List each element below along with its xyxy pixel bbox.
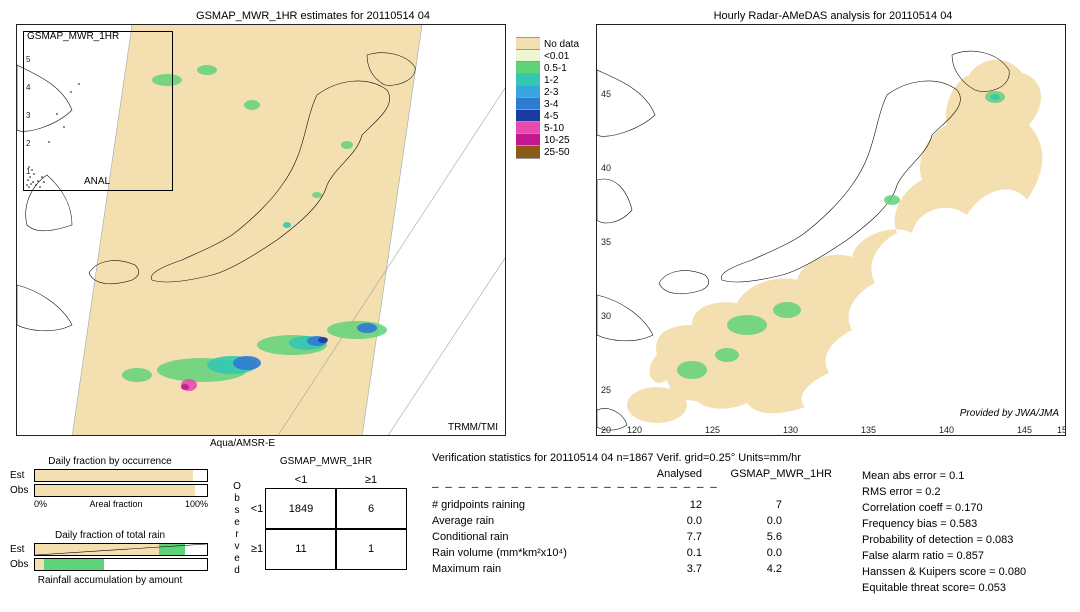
stats-row-gsmap: 7 [702, 499, 782, 511]
legend-swatch-label: 5-10 [544, 123, 564, 134]
svg-text:4: 4 [26, 83, 31, 92]
frac-scale-0: 0% [34, 499, 47, 509]
svg-text:125: 125 [705, 425, 720, 435]
stats-metric: Frequency bias = 0.583 [862, 516, 1026, 532]
frac-accum-title: Rainfall accumulation by amount [10, 575, 210, 586]
stats-metric: Correlation coeff = 0.170 [862, 500, 1026, 516]
svg-text:120: 120 [627, 425, 642, 435]
ct-observed-label: Observed [232, 481, 243, 577]
frac-scale-mid: Areal fraction [89, 499, 142, 509]
legend-swatch-label: 3-4 [544, 99, 558, 110]
frac-occ-est-bar [34, 469, 208, 482]
ct-c00: 1849 [265, 488, 337, 530]
stats-col-analysed: Analysed [612, 468, 702, 480]
stats-row-gsmap: 5.6 [702, 531, 782, 543]
ct-row-ge: ≥1 [251, 543, 263, 555]
stats-header: Verification statistics for 20110514 04 … [432, 452, 842, 464]
svg-text:2: 2 [26, 139, 31, 148]
stats-block: Verification statistics for 20110514 04 … [432, 452, 842, 575]
stats-metric: Mean abs error = 0.1 [862, 468, 1026, 484]
stats-metric: Hanssen & Kuipers score = 0.080 [862, 564, 1026, 580]
sat-label-trmm: TRMM/TMI [448, 422, 498, 433]
page: GSMAP_MWR_1HR estimates for 20110514 04 [0, 0, 1080, 612]
ct-row-lt: <1 [251, 503, 264, 515]
frac-scale-100: 100% [185, 499, 208, 509]
stats-row-label: # gridpoints raining [432, 499, 612, 511]
legend-swatch-label: 2-3 [544, 87, 558, 98]
svg-text:5: 5 [26, 55, 31, 64]
svg-text:145: 145 [1017, 425, 1032, 435]
ct-c01: 6 [335, 488, 407, 530]
fraction-occurrence: Daily fraction by occurrence Est Obs 0% … [10, 456, 210, 509]
ct-col-ge: ≥1 [365, 474, 377, 486]
contingency-table: GSMAP_MWR_1HR <1 ≥1 Observed <1 1849 6 ≥… [226, 456, 426, 569]
ctable-title: GSMAP_MWR_1HR [226, 456, 426, 467]
frac-occ-title: Daily fraction by occurrence [10, 456, 210, 467]
legend-swatch-label: 10-25 [544, 135, 570, 146]
fraction-total: Daily fraction of total rain Est Obs Rai… [10, 530, 210, 588]
stats-row-analysed: 0.1 [612, 547, 702, 559]
svg-text:25: 25 [601, 385, 611, 395]
stats-row-analysed: 3.7 [612, 563, 702, 575]
right-map: 45 40 35 30 25 20 120 125 130 135 140 14… [596, 24, 1066, 436]
frac-est-label: Est [10, 470, 34, 481]
left-map-title: GSMAP_MWR_1HR estimates for 20110514 04 [78, 10, 548, 22]
stats-row-label: Rain volume (mm*km²x10⁴) [432, 547, 612, 559]
stats-metrics: Mean abs error = 0.1RMS error = 0.2Corre… [862, 468, 1026, 596]
svg-text:35: 35 [601, 237, 611, 247]
inset-anal-label: ANAL [84, 176, 110, 187]
frac-tot-est-label: Est [10, 544, 34, 555]
legend-swatch-label: <0.01 [544, 51, 569, 62]
frac-tot-est-bar [34, 543, 208, 556]
legend-swatch-label: 0.5-1 [544, 63, 567, 74]
legend-swatch-label: 25-50 [544, 147, 570, 158]
inset-box: GSMAP_MWR_1HR 5 4 [23, 31, 173, 191]
svg-text:15: 15 [1057, 425, 1066, 435]
ct-c11: 1 [335, 528, 407, 570]
frac-tot-obs-label: Obs [10, 559, 34, 570]
stats-row-label: Maximum rain [432, 563, 612, 575]
stats-col-gsmap: GSMAP_MWR_1HR [702, 468, 832, 480]
frac-tot-obs-bar [34, 558, 208, 571]
svg-text:20: 20 [601, 425, 611, 435]
stats-divider: — — — — — — — — — — — — — — — — — — — — … [432, 480, 842, 493]
provided-by: Provided by JWA/JMA [960, 408, 1059, 419]
left-map: GSMAP_MWR_1HR 5 4 [16, 24, 506, 436]
ct-c10: 11 [265, 528, 337, 570]
legend-swatch-label: 4-5 [544, 111, 558, 122]
stats-row-analysed: 12 [612, 499, 702, 511]
svg-text:30: 30 [601, 311, 611, 321]
stats-metric: False alarm ratio = 0.857 [862, 548, 1026, 564]
legend-swatch-color [516, 145, 540, 159]
frac-tot-title: Daily fraction of total rain [10, 530, 210, 541]
sat-label-aqua: Aqua/AMSR-E [210, 438, 275, 449]
stats-row-analysed: 0.0 [612, 515, 702, 527]
legend-swatch-label: 1-2 [544, 75, 558, 86]
stats-row-gsmap: 0.0 [702, 547, 782, 559]
legend-row: 25-50 [516, 146, 596, 158]
stats-row-label: Average rain [432, 515, 612, 527]
stats-row-label: Conditional rain [432, 531, 612, 543]
svg-text:130: 130 [783, 425, 798, 435]
svg-text:45: 45 [601, 89, 611, 99]
svg-text:3: 3 [26, 111, 31, 120]
svg-text:135: 135 [861, 425, 876, 435]
color-legend: No data<0.010.5-11-22-33-44-55-1010-2525… [516, 38, 596, 158]
stats-row-gsmap: 4.2 [702, 563, 782, 575]
frac-obs-label: Obs [10, 485, 34, 496]
right-map-title: Hourly Radar-AMeDAS analysis for 2011051… [606, 10, 1060, 22]
stats-metric: Probability of detection = 0.083 [862, 532, 1026, 548]
stats-metric: RMS error = 0.2 [862, 484, 1026, 500]
stats-row-gsmap: 0.0 [702, 515, 782, 527]
svg-text:1: 1 [26, 167, 31, 176]
frac-occ-obs-bar [34, 484, 208, 497]
stats-row-analysed: 7.7 [612, 531, 702, 543]
svg-text:140: 140 [939, 425, 954, 435]
legend-swatch-label: No data [544, 39, 579, 50]
stats-metric: Equitable threat score= 0.053 [862, 580, 1026, 596]
ct-col-lt: <1 [295, 474, 308, 486]
svg-text:40: 40 [601, 163, 611, 173]
